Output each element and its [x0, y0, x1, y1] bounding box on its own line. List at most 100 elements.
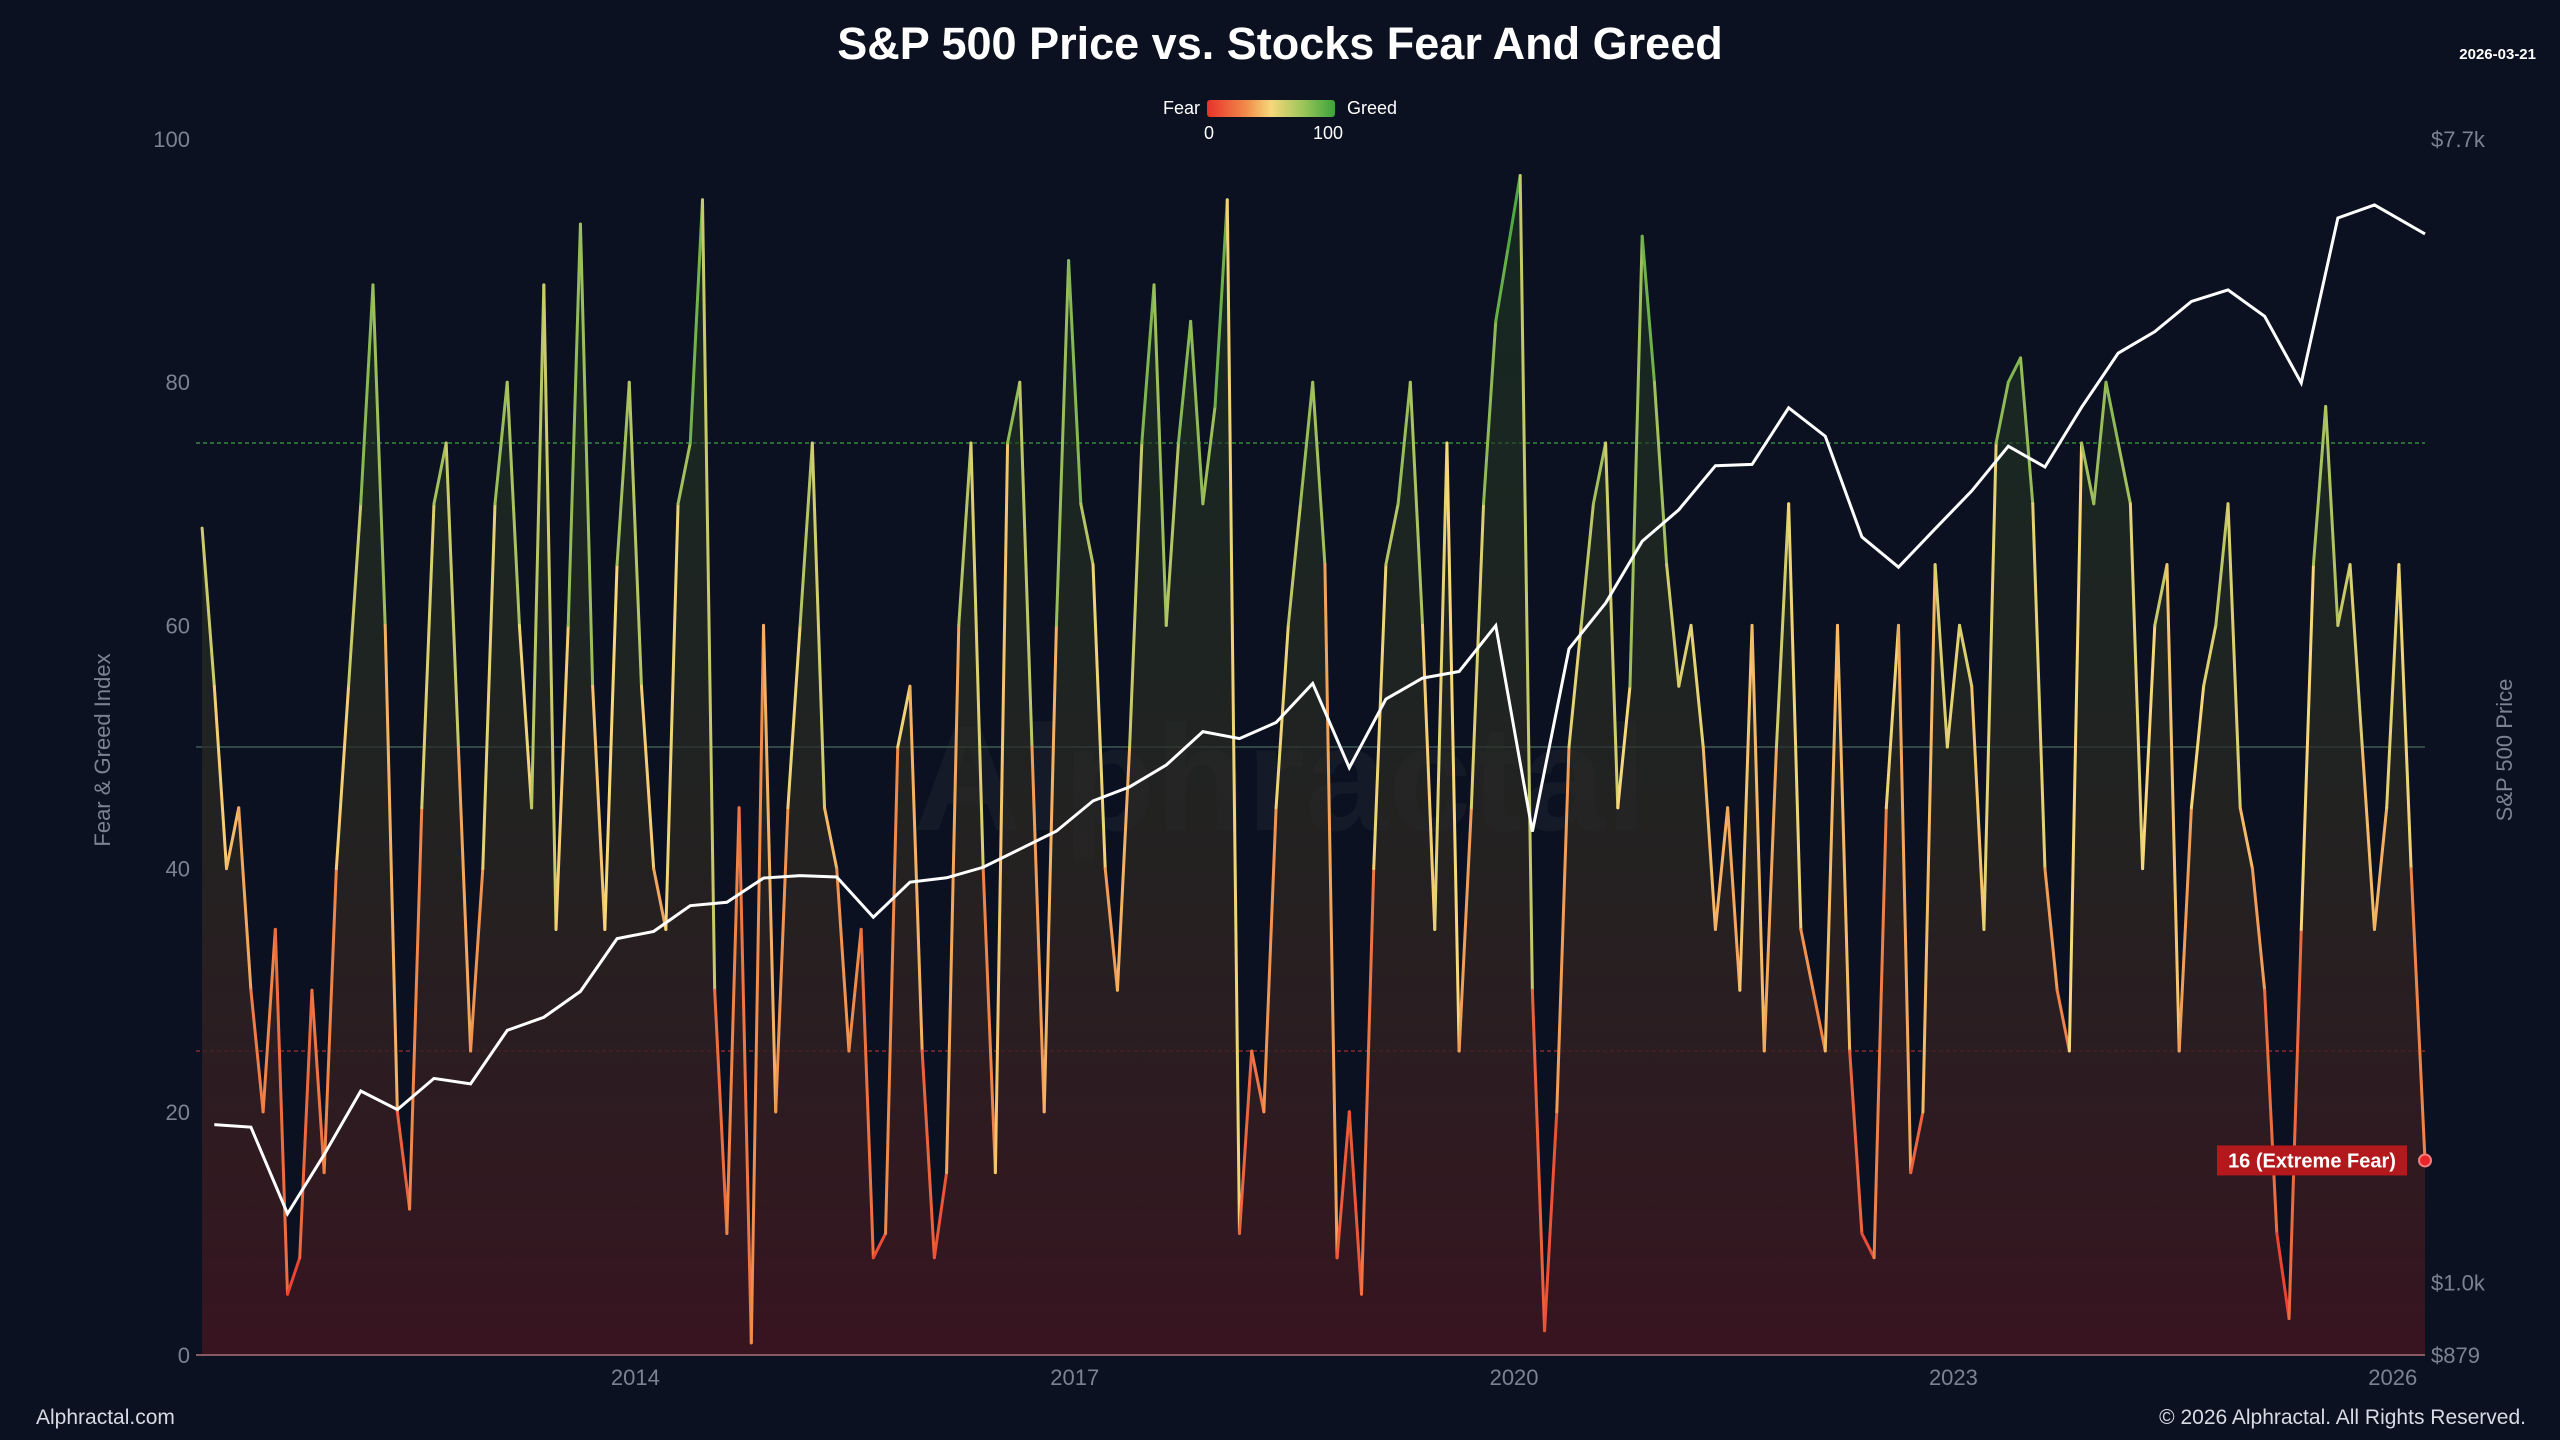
- fear-greed-segment: [2238, 806, 2254, 871]
- fear-greed-segment: [2263, 988, 2279, 1235]
- fear-greed-segment: [1518, 173, 1534, 992]
- fear-greed-segment: [371, 283, 387, 627]
- fear-greed-segment: [762, 623, 778, 1114]
- fear-greed-segment: [408, 806, 424, 1211]
- fear-greed-segment: [2019, 356, 2035, 506]
- fear-greed-segment: [1091, 563, 1107, 871]
- fear-greed-segment: [1823, 623, 1839, 1053]
- fear-greed-segment: [1848, 1049, 1864, 1235]
- fear-greed-segment: [737, 806, 753, 1345]
- fear-greed-segment: [932, 1171, 949, 1260]
- fear-greed-segment: [1762, 745, 1778, 1053]
- fear-greed-segment: [1347, 1110, 1364, 1296]
- fear-greed-segment: [688, 198, 704, 445]
- color-legend: Fear Greed 0 100: [1163, 98, 1413, 146]
- fear-greed-segment: [2006, 356, 2023, 384]
- fear-greed-segment: [823, 806, 839, 871]
- fear-greed-segment: [1421, 623, 1437, 931]
- fear-greed-segment: [884, 745, 900, 1235]
- fear-greed-segment: [469, 867, 485, 1053]
- fear-greed-segment: [2080, 441, 2096, 506]
- fear-greed-segment: [786, 623, 802, 810]
- fear-greed-segment: [432, 441, 448, 506]
- fear-greed-segment: [2336, 563, 2352, 627]
- y-tick-label: 100: [153, 127, 190, 152]
- fear-greed-segment: [1726, 806, 1742, 992]
- fear-greed-segment: [1323, 563, 1339, 1260]
- fear-greed-segment: [1982, 441, 1998, 931]
- brand-label: Alphractal.com: [36, 1406, 175, 1429]
- fear-greed-segment: [945, 623, 961, 1175]
- fear-greed-segment: [1054, 259, 1071, 627]
- fear-greed-segment: [1298, 380, 1315, 506]
- fear-greed-segment: [505, 380, 521, 627]
- fear-greed-segment: [286, 1256, 302, 1296]
- fear-greed-segment: [225, 806, 241, 871]
- latest-point-marker: [2418, 1153, 2432, 1168]
- fear-greed-segment: [2116, 441, 2132, 506]
- fear-greed-segment: [871, 1231, 888, 1260]
- fear-greed-segment: [603, 563, 619, 931]
- fear-greed-segment: [310, 988, 326, 1175]
- fear-greed-segment: [322, 867, 338, 1175]
- fear-greed-segment: [481, 502, 497, 871]
- y-tick-label: 40: [166, 857, 190, 882]
- fear-greed-segment: [566, 222, 582, 627]
- fear-greed-segment: [1469, 502, 1486, 810]
- fear-greed-segment: [1897, 623, 1913, 1175]
- fear-greed-segment: [615, 380, 631, 567]
- fear-greed-segment: [395, 1110, 412, 1211]
- fear-greed-segment: [1884, 623, 1901, 810]
- fear-greed-segment: [2189, 684, 2206, 810]
- fear-greed-segment: [1189, 319, 1205, 506]
- fear-greed-segment: [2153, 563, 2169, 627]
- fear-greed-segment: [798, 441, 814, 627]
- fear-greed-segment: [2287, 927, 2303, 1321]
- fear-greed-segment: [1616, 684, 1632, 810]
- fear-greed-segment: [2226, 502, 2242, 810]
- fear-greed-segment: [2250, 867, 2267, 992]
- fear-greed-segment: [1482, 319, 1498, 506]
- fear-greed-segment: [2055, 988, 2071, 1053]
- fear-greed-segment: [1372, 563, 1388, 871]
- legend-greed-label: Greed: [1347, 98, 1398, 118]
- fear-greed-segment: [1677, 623, 1693, 688]
- fear-greed-segment: [2299, 563, 2315, 931]
- fear-greed-segment: [896, 684, 912, 749]
- fear-greed-segment: [1835, 623, 1852, 1053]
- fear-greed-segment: [383, 623, 399, 1114]
- fear-greed-segment: [1128, 441, 1144, 749]
- fear-greed-segment: [1408, 380, 1425, 627]
- fear-greed-segment: [2067, 441, 2084, 1053]
- fear-greed-segment: [1164, 441, 1180, 627]
- fear-greed-segment: [1665, 563, 1681, 688]
- fear-greed-segment: [212, 684, 229, 871]
- fear-greed-segment: [1713, 806, 1730, 931]
- fear-greed-segment: [1787, 502, 1803, 931]
- fear-greed-segment: [1652, 380, 1669, 567]
- fear-greed-segment: [2372, 806, 2389, 931]
- fear-greed-segment: [810, 441, 827, 810]
- fear-greed-segment: [1909, 1110, 1925, 1175]
- fear-greed-segment: [639, 684, 656, 871]
- fear-greed-segment: [957, 441, 973, 627]
- fear-greed-segment: [969, 441, 985, 871]
- date-label: 2026-03-21: [2459, 46, 2536, 63]
- fear-greed-segment: [1030, 745, 1046, 1114]
- fear-greed-segment: [1213, 198, 1229, 409]
- fear-greed-segment: [2324, 405, 2340, 627]
- fear-greed-segment: [1872, 806, 1888, 1260]
- chart-title: S&P 500 Price vs. Stocks Fear And Greed: [837, 18, 1723, 69]
- fear-greed-segment: [920, 1049, 936, 1260]
- fear-greed-segment: [1237, 1049, 1254, 1235]
- fear-greed-segment: [1799, 927, 1815, 992]
- x-tick-label: 2014: [611, 1365, 660, 1390]
- fear-greed-segment: [1103, 867, 1119, 992]
- fear-greed-segment: [749, 623, 766, 1345]
- fear-greed-segment: [237, 806, 253, 992]
- fear-greed-segment: [1970, 684, 1986, 931]
- fear-greed-segment: [517, 623, 534, 810]
- fear-greed-segment: [334, 684, 351, 871]
- fear-greed-segment: [1506, 173, 1522, 250]
- fear-greed-segment: [1176, 319, 1193, 445]
